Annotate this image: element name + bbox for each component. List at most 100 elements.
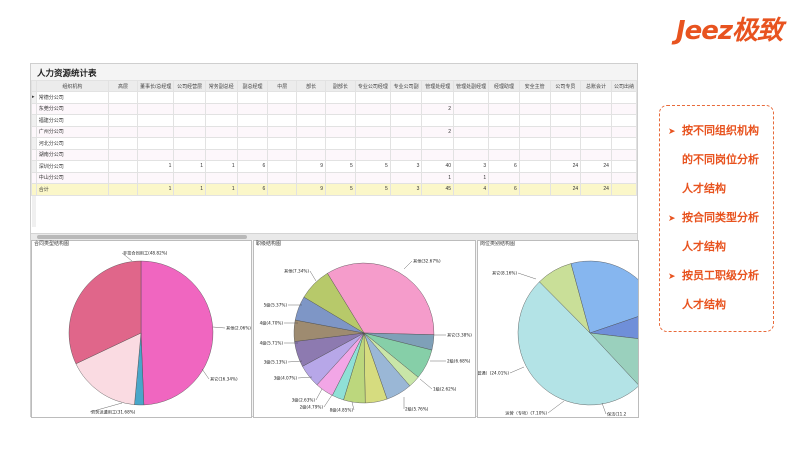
rank-pie-chart: 其他(32.67%) 其它(3.38%) 2级(6.68%) 1级(2.62%) 2级(… [260,258,473,414]
column-header[interactable]: 经理助理 [488,80,520,92]
table-cell [453,102,490,115]
data-label: 其他(7.34%) [284,268,309,275]
pie-slice[interactable] [303,273,365,334]
table-cell: 3 [453,160,490,173]
table-cell [549,171,582,184]
column-header[interactable]: 中层 [267,80,298,92]
column-header[interactable]: 管理处经理 [421,80,455,92]
table-cell [549,148,582,161]
table-cell [421,148,455,161]
table-row[interactable]: 湖南分公司 [31,148,638,161]
table-row[interactable]: 东莞分公司 2 [31,102,638,115]
table-cell: 2 [421,102,455,115]
table-row[interactable]: 广州分公司 2 [31,125,638,138]
analysis-text: 人才结构 [682,241,726,253]
table-cell: 9 [296,160,327,173]
total-row[interactable]: 合计 1 1 1 6 9 5 5 3 45 4 6 24 24 [31,183,638,196]
table-cell: 1 [204,160,238,173]
table-cell [296,148,327,161]
table-cell [236,114,269,127]
data-label: 5级(5.37%) [264,302,288,309]
table-cell [453,148,490,161]
table-cell: 24 [580,183,612,196]
data-label: 3级(4.07%) [274,375,298,382]
column-header[interactable]: 安全主管 [518,80,551,92]
column-header[interactable]: 组织机构 [35,80,110,92]
pie-slice[interactable] [75,332,142,405]
table-cell [421,91,455,104]
pie-slice[interactable] [140,260,214,406]
table-cell [354,114,391,127]
table-row[interactable]: 福建分公司 [31,114,638,127]
column-header[interactable]: 总账会计 [580,80,612,92]
table-row[interactable]: 深圳分公司 1 1 1 6 9 5 5 3 40 3 6 24 24 [31,160,638,173]
table-cell [549,91,582,104]
table-cell [236,171,269,184]
table-cell [354,91,391,104]
column-header[interactable]: 公司经营层 [173,80,206,92]
table-cell [488,114,520,127]
horizontal-scrollbar[interactable] [31,233,637,240]
data-label: 其它(3.38%) [447,332,472,339]
table-cell: 40 [421,160,455,173]
scrollbar-thumb[interactable] [37,235,247,239]
pie-slice[interactable] [589,332,638,386]
table-cell [236,137,269,150]
label-leader [201,368,210,380]
org-name-cell: 中山分公司 [35,171,110,184]
data-label: 劳务派遣用工(31.68%) [91,409,136,416]
report-title: 人力资源统计表 [37,68,97,78]
table-cell [488,148,520,161]
column-header[interactable]: 部长 [296,80,327,92]
data-label: 4级(5.71%) [260,340,284,347]
column-header[interactable]: 副总经理 [236,80,269,92]
table-cell [610,102,638,115]
data-label: 其它(8.16%) [492,270,517,277]
table-cell [518,171,551,184]
rank-chart-panel: 职级结构图 其他(32.67%) 其它(3.38%) 2级(6.68%) 1级(2.6… [253,240,476,418]
data-label: 非签合同用工(48.82%) [123,250,168,257]
pie-slice[interactable] [68,260,142,365]
column-header[interactable]: 副部长 [325,80,356,92]
data-label: 4级(4.70%) [260,320,284,327]
table-cell [518,160,551,173]
column-header[interactable]: 高层 [108,80,138,92]
panel-title: 岗位类别结构图 [480,241,516,247]
table-cell [325,148,356,161]
data-label: 2级(5.76%) [405,406,429,413]
table-cell: 5 [325,160,356,173]
data-label: 2级(6.68%) [447,358,471,365]
table-row[interactable]: 河北分公司 [31,137,638,150]
table-cell: 1 [136,160,175,173]
table-cell [518,125,551,138]
pie-slice[interactable] [570,260,638,334]
column-header[interactable]: 常务副总经 [204,80,238,92]
table-row[interactable]: 中山分公司 1 1 [31,171,638,184]
analysis-bullet-continuation: 人才结构 [668,296,726,312]
arrow-bullet-icon: ➤ [668,213,676,223]
table-cell [108,125,138,138]
table-cell [267,114,298,127]
column-header[interactable]: 管理处副经理 [453,80,490,92]
table-cell [518,91,551,104]
table-cell [296,125,327,138]
pie-slice[interactable] [589,310,638,342]
column-header[interactable]: 专业公司经理 [354,80,391,92]
column-header[interactable]: 公司专员 [549,80,582,92]
column-header[interactable]: 董事长/总经理 [136,80,175,92]
table-cell [204,91,238,104]
table-cell [354,137,391,150]
column-header[interactable]: 专业公司副 [389,80,423,92]
table-cell [108,148,138,161]
table-cell [236,148,269,161]
table-cell [136,137,175,150]
column-header[interactable]: 公司出纳 [610,80,638,92]
data-label: 其他(2.06%) [226,325,251,332]
table-cell [267,171,298,184]
empty-row [31,216,637,227]
label-leader [323,394,333,408]
org-name-cell: 深圳分公司 [35,160,110,173]
org-name-cell: 河北分公司 [35,137,110,150]
table-row[interactable]: ▸ 常德分公司 [31,91,638,104]
table-cell [204,102,238,115]
